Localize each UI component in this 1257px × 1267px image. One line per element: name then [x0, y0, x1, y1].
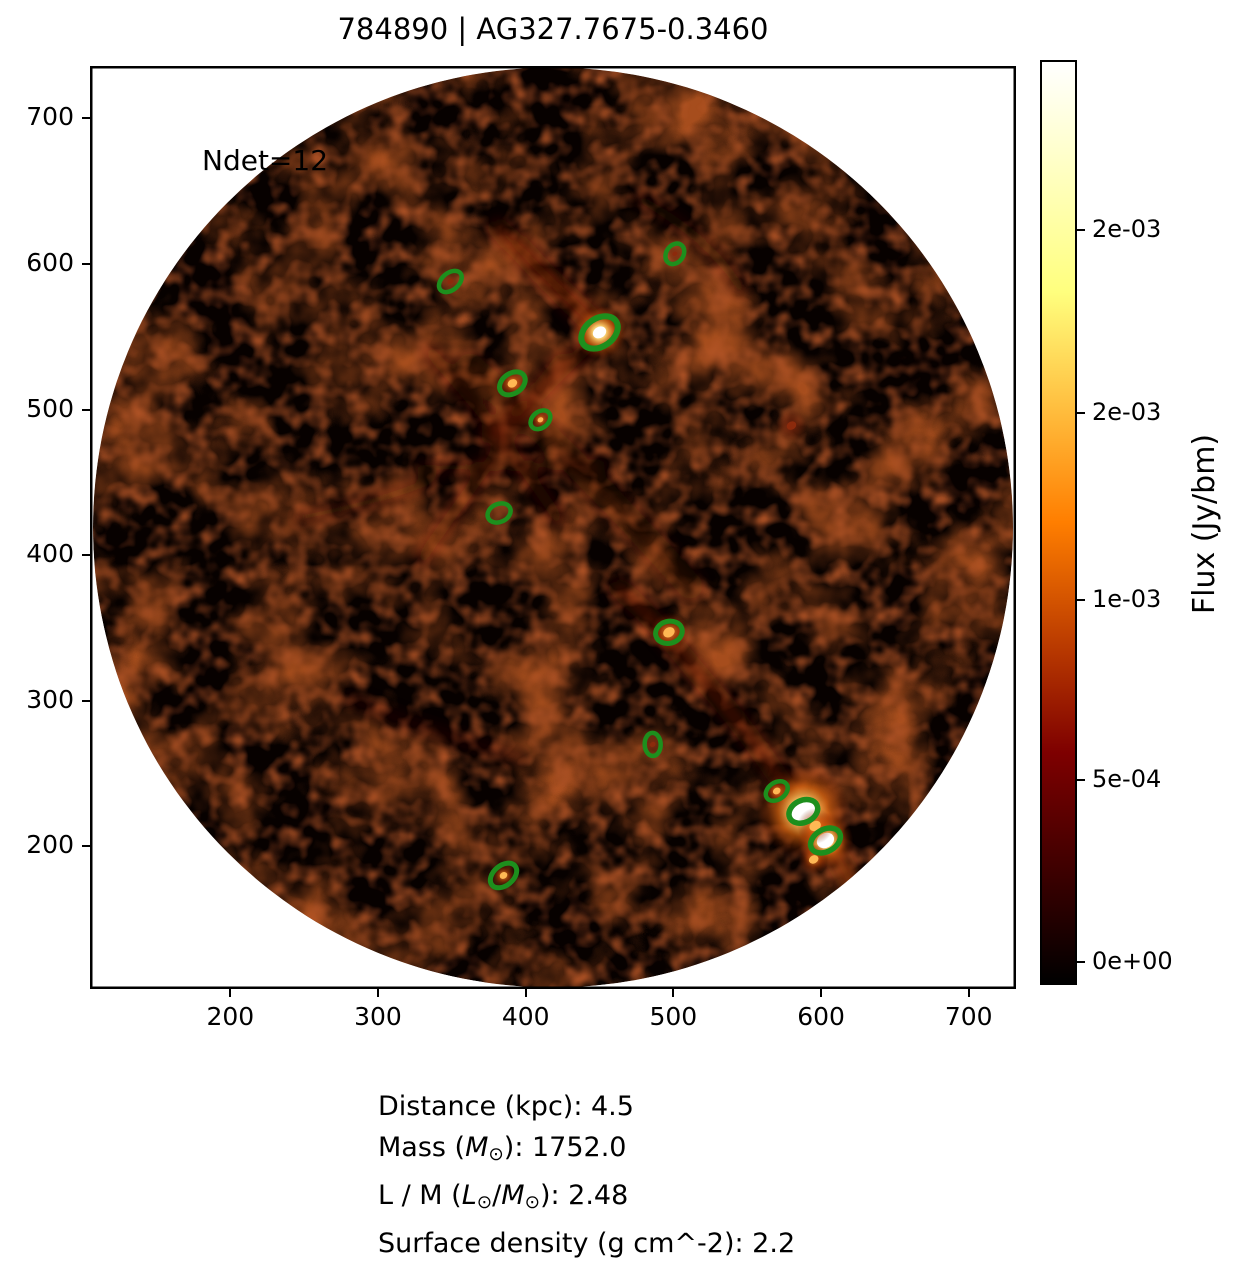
- source-core: [537, 417, 544, 423]
- x-tick-mark: [820, 989, 823, 997]
- detection-marker: [578, 313, 621, 352]
- stat-line: Distance (kpc): 4.5: [378, 1086, 795, 1127]
- stat-segment: ): 1752.0: [503, 1132, 627, 1163]
- detection-marker: [642, 730, 663, 759]
- stat-line: Mass (M⊙): 1752.0: [378, 1127, 795, 1175]
- field-circle: [93, 67, 1013, 988]
- colorbar-tick-mark: [1077, 960, 1085, 963]
- colorbar-tick-label: 2e-03: [1092, 215, 1162, 244]
- stat-segment: /: [492, 1180, 502, 1212]
- source-core: [663, 627, 675, 638]
- y-tick-mark: [82, 117, 90, 120]
- source-core: [672, 251, 678, 256]
- stat-line: Surface density (g cm^-2): 2.2: [378, 1223, 795, 1264]
- stat-segment: L / M (: [378, 1180, 462, 1212]
- source-core: [499, 872, 508, 879]
- stat-segment: ⊙: [488, 1144, 504, 1166]
- x-tick-mark: [376, 989, 379, 997]
- detection-marker: [763, 778, 790, 804]
- stat-segment: Surface density (g cm^-2): 2.2: [378, 1228, 796, 1260]
- source-core: [809, 820, 821, 832]
- y-tick-label: 500: [26, 393, 74, 423]
- detection-marker: [663, 241, 687, 267]
- stat-segment: L: [461, 1180, 477, 1212]
- y-tick-label: 300: [26, 684, 74, 714]
- colorbar-tick-label: 2e-03: [1092, 398, 1162, 427]
- y-tick-label: 700: [26, 102, 74, 132]
- x-tick-label: 600: [797, 1002, 845, 1031]
- colorbar: [1040, 60, 1077, 985]
- y-tick-mark: [82, 262, 90, 265]
- y-tick-mark: [82, 845, 90, 848]
- colorbar-tick-label: 0e+00: [1092, 946, 1173, 975]
- y-tick-label: 600: [26, 247, 74, 277]
- noise-speckle: [93, 67, 1013, 988]
- stat-segment: ⊙: [476, 1192, 493, 1214]
- colorbar-tick-mark: [1077, 412, 1085, 415]
- x-tick-mark: [229, 989, 232, 997]
- flux-map-image: [90, 66, 1016, 989]
- detection-marker: [436, 268, 464, 295]
- detection-marker: [807, 825, 844, 856]
- stat-segment: Mass (: [378, 1132, 466, 1163]
- colorbar-tick-mark: [1077, 778, 1085, 781]
- flux-map-panel: Ndet=12: [90, 66, 1016, 989]
- x-tick-label: 700: [944, 1002, 993, 1031]
- stat-segment: ): 2.48: [539, 1180, 629, 1212]
- stat-segment: Distance (kpc): 4.5: [378, 1091, 634, 1122]
- source-core: [507, 379, 518, 388]
- y-tick-label: 200: [26, 830, 74, 860]
- stat-segment: M: [465, 1132, 489, 1163]
- detection-marker: [497, 369, 528, 398]
- stats-block: Distance (kpc): 4.5 Mass (M⊙): 1752.0 L / …: [378, 1086, 795, 1264]
- x-tick-label: 200: [206, 1002, 255, 1031]
- ndet-annotation: Ndet=12: [202, 144, 329, 177]
- detection-marker: [528, 408, 553, 432]
- detection-markers-layer: [436, 241, 844, 891]
- stat-segment: ⊙: [524, 1192, 540, 1214]
- detection-marker: [786, 796, 821, 826]
- stat-line: L / M (L⊙/M⊙): 2.48: [378, 1175, 795, 1223]
- colorbar-label: Flux (Jy/bm): [1187, 433, 1222, 615]
- y-tick-mark: [82, 554, 90, 557]
- source-core: [649, 741, 656, 747]
- detection-marker: [485, 501, 513, 525]
- page-title: 784890 | AG327.7675-0.3460: [337, 12, 769, 46]
- axes-frame: [90, 66, 1016, 989]
- y-tick-mark: [82, 699, 90, 702]
- detection-marker: [487, 860, 520, 891]
- source-core: [772, 787, 781, 795]
- source-core: [447, 278, 454, 285]
- x-tick-label: 500: [649, 1002, 698, 1031]
- colorbar-tick-label: 5e-04: [1092, 764, 1162, 793]
- source-core: [592, 326, 607, 339]
- colorbar-tick-mark: [1077, 229, 1085, 232]
- x-tick-label: 400: [501, 1002, 550, 1031]
- x-tick-mark: [672, 989, 675, 997]
- x-tick-mark: [967, 989, 970, 997]
- stat-segment: M: [501, 1180, 525, 1212]
- x-tick-mark: [524, 989, 527, 997]
- x-tick-label: 300: [354, 1002, 402, 1031]
- source-core: [808, 855, 819, 864]
- colorbar-tick-mark: [1077, 599, 1085, 602]
- y-tick-mark: [82, 408, 90, 411]
- colorbar-tick-label: 1e-03: [1092, 585, 1162, 614]
- source-core: [786, 421, 797, 430]
- y-tick-label: 400: [26, 539, 74, 569]
- detection-marker: [653, 618, 685, 647]
- filament-layer: [293, 193, 861, 896]
